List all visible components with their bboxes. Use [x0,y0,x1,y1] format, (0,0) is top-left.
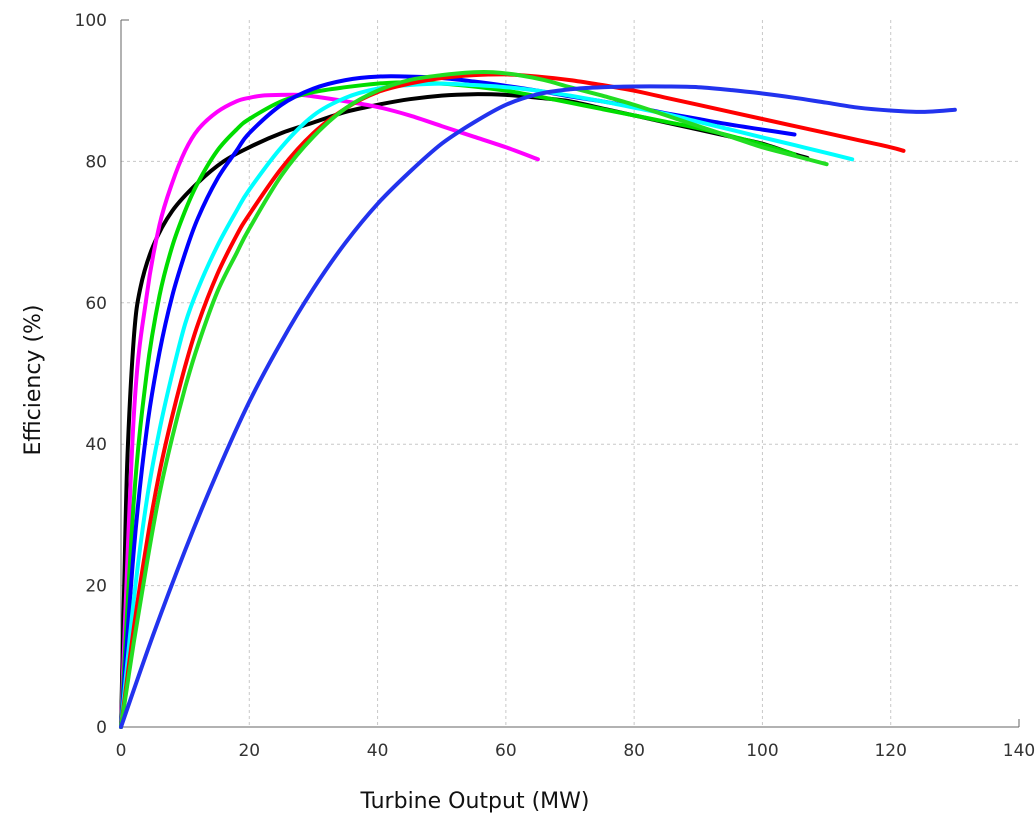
axes [120,19,1020,728]
series-group [119,69,957,729]
series-line-4 [119,74,797,729]
y-tick-label: 20 [85,577,107,597]
tick-labels: 0 20 40 60 80 100 120 140 0 20 40 60 80 100 [75,11,1036,761]
y-axis-label: Efficiency (%) [21,304,46,455]
y-tick-label: 40 [85,435,107,455]
grid [121,20,1019,727]
x-tick-label: 40 [367,741,389,761]
series-line-3 [119,80,797,729]
y-tick-label: 80 [85,152,107,172]
x-tick-label: 60 [495,741,517,761]
x-tick-label: 120 [874,741,906,761]
x-tick-label: 0 [116,741,127,761]
series-line-2 [119,92,540,729]
x-tick-label: 140 [1003,741,1035,761]
series-line-7 [119,69,829,729]
y-tick-label: 60 [85,294,107,314]
series-line-5 [119,81,855,729]
y-tick-label: 100 [75,11,107,31]
x-tick-label: 80 [623,741,645,761]
y-tick-label: 0 [96,718,107,738]
series-line-6 [119,72,906,729]
series-line-1 [119,92,810,729]
x-tick-label: 20 [238,741,260,761]
x-tick-label: 100 [746,741,778,761]
x-axis-label: Turbine Output (MW) [360,789,590,814]
series-line-8 [119,84,957,729]
